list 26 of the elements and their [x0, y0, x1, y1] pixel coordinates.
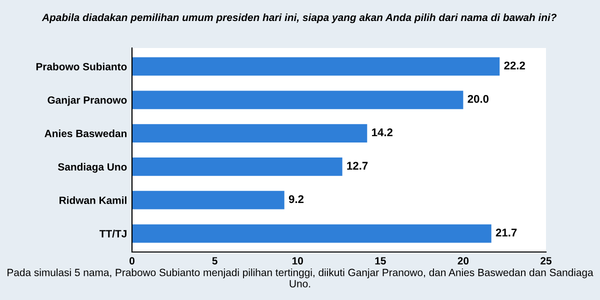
bar: [132, 57, 500, 76]
data-label: 22.2: [504, 62, 525, 70]
y-tick-label: Anies Baswedan: [44, 130, 126, 138]
bar: [132, 224, 492, 243]
data-label: 12.7: [347, 162, 368, 170]
y-tick-label: Ganjar Pranowo: [48, 96, 127, 106]
y-tick-label: Ridwan Kamil: [60, 196, 126, 204]
y-tick-label: Sandiaga Uno: [58, 162, 127, 173]
text: Pada simulasi 5 nama, Prabowo Subianto menjadi pilihan tertinggi, diikuti Ganjar Pranowo, dan Anies Baswedan dan Sandiaga Uno.: [8, 268, 594, 288]
data-label: 9.2: [288, 195, 304, 204]
bar: [132, 190, 284, 210]
y-tick-label: Prabowo Subianto: [36, 62, 127, 70]
data-label: 21.7: [496, 228, 517, 236]
data-label: 14.2: [372, 128, 392, 136]
x-tick-label: 15: [375, 257, 386, 265]
x-tick-label: 0: [130, 257, 134, 265]
data-label: 20.0: [468, 94, 489, 103]
x-tick-label: 20: [458, 257, 469, 265]
chart-title: Apabila diadakan pemilihan umum presiden hari ini, siapa yang akan Anda pilih dari nama di bawah ini?: [42, 13, 557, 24]
x-tick-label: 5: [212, 257, 218, 265]
bar: [132, 90, 464, 110]
y-tick-label: TT/TJ: [99, 230, 126, 238]
bar: [132, 158, 342, 176]
x-tick-label: 25: [540, 257, 552, 265]
x-tick-label: 10: [292, 257, 303, 265]
bar: [132, 124, 368, 142]
